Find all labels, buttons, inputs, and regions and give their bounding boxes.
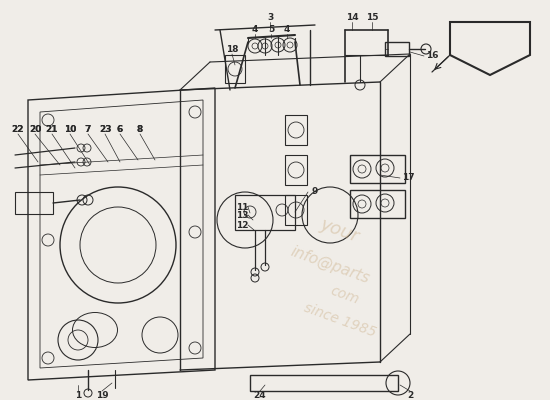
Text: 4: 4 bbox=[284, 26, 290, 34]
Text: 11: 11 bbox=[236, 202, 248, 212]
Text: 24: 24 bbox=[254, 390, 266, 400]
Text: 3: 3 bbox=[267, 14, 273, 22]
Text: 14: 14 bbox=[346, 14, 358, 22]
Text: 16: 16 bbox=[426, 52, 438, 60]
Text: 8: 8 bbox=[137, 126, 143, 134]
Text: 5: 5 bbox=[268, 26, 274, 34]
Text: 21: 21 bbox=[46, 126, 58, 134]
Text: 19: 19 bbox=[96, 390, 108, 400]
Text: 4: 4 bbox=[252, 26, 258, 34]
Text: 9: 9 bbox=[312, 188, 318, 196]
Text: 23: 23 bbox=[99, 126, 111, 134]
Text: 23: 23 bbox=[99, 126, 111, 134]
Text: com: com bbox=[329, 283, 361, 307]
Text: since 1985: since 1985 bbox=[302, 300, 378, 340]
Text: 21: 21 bbox=[46, 126, 58, 134]
Text: 22: 22 bbox=[12, 126, 24, 134]
Text: 10: 10 bbox=[64, 126, 76, 134]
Text: 7: 7 bbox=[85, 126, 91, 134]
Text: 22: 22 bbox=[12, 126, 24, 134]
Text: 13: 13 bbox=[236, 210, 248, 220]
Bar bbox=[350, 190, 405, 218]
Text: 10: 10 bbox=[64, 126, 76, 134]
Bar bbox=[250, 375, 398, 391]
Text: 17: 17 bbox=[402, 174, 414, 182]
Text: 2: 2 bbox=[407, 390, 413, 400]
Text: 6: 6 bbox=[117, 126, 123, 134]
Text: 12: 12 bbox=[236, 220, 248, 230]
Bar bbox=[235, 195, 295, 230]
Bar bbox=[285, 155, 307, 185]
Bar bbox=[385, 42, 409, 56]
Bar bbox=[285, 195, 307, 225]
Text: 7: 7 bbox=[85, 126, 91, 134]
Bar bbox=[350, 155, 405, 183]
Text: 15: 15 bbox=[366, 14, 378, 22]
Bar bbox=[285, 115, 307, 145]
Text: 6: 6 bbox=[117, 126, 123, 134]
Text: 18: 18 bbox=[226, 46, 238, 54]
Text: 8: 8 bbox=[137, 126, 143, 134]
Text: 20: 20 bbox=[29, 126, 41, 134]
Text: your: your bbox=[318, 215, 362, 245]
Bar bbox=[15, 192, 53, 214]
Text: info@parts: info@parts bbox=[288, 244, 372, 286]
Bar bbox=[225, 55, 245, 83]
Text: 1: 1 bbox=[75, 390, 81, 400]
Text: 20: 20 bbox=[29, 126, 41, 134]
